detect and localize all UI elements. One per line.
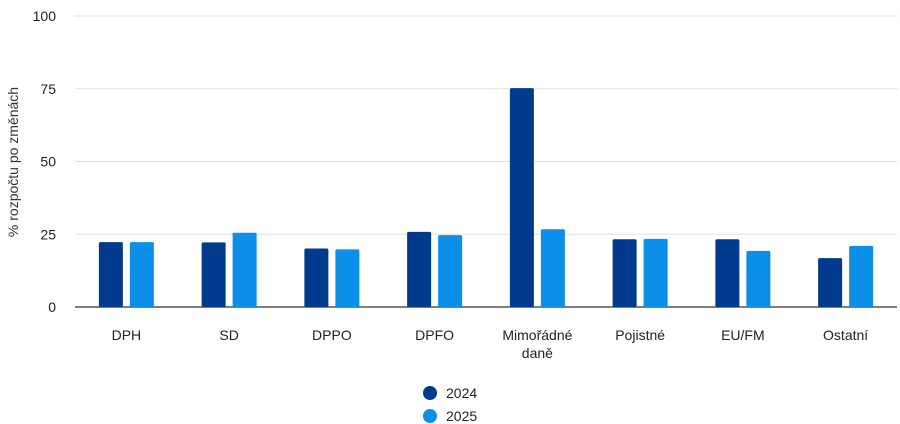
- bar-2025-7: [849, 245, 874, 307]
- bar-2024-1: [201, 242, 226, 307]
- legend-label-2025: 2025: [446, 408, 477, 424]
- y-tick-label: 100: [33, 8, 57, 24]
- bar-2024-2: [304, 248, 329, 307]
- y-tick-label: 0: [48, 299, 56, 315]
- bars: [98, 88, 874, 307]
- gridlines: [75, 15, 897, 308]
- bar-2025-5: [643, 238, 668, 307]
- legend-marker-2025: [423, 409, 437, 423]
- bar-2024-6: [715, 239, 740, 307]
- legend-label-2024: 2024: [446, 385, 477, 401]
- bar-2024-7: [818, 258, 843, 307]
- x-axis-categories: DPH SD DPPO DPFO Mimořádné daně Pojistné EU/FM O…: [112, 327, 869, 361]
- bar-2024-5: [612, 239, 637, 307]
- y-axis-title: % rozpočtu po změnách: [5, 87, 21, 237]
- y-tick-label: 50: [40, 154, 56, 170]
- x-category-label: DPFO: [415, 327, 454, 343]
- bar-2025-3: [438, 235, 463, 307]
- bar-2024-4: [509, 88, 534, 307]
- y-tick-label: 75: [40, 81, 56, 97]
- x-category-label: SD: [219, 327, 238, 343]
- x-category-label: Ostatní: [823, 327, 868, 343]
- y-axis-ticks: 0 25 50 75 100: [33, 8, 57, 315]
- bar-2025-0: [129, 242, 154, 307]
- legend-marker-2024: [423, 386, 437, 400]
- x-category-label: EU/FM: [721, 327, 765, 343]
- bar-2024-0: [98, 242, 123, 307]
- bar-2025-4: [540, 229, 565, 307]
- bar-2025-6: [746, 250, 771, 307]
- bar-2024-3: [407, 231, 432, 307]
- bar-2025-2: [335, 249, 360, 307]
- x-category-label: Mimořádné: [502, 327, 572, 343]
- x-category-label: Pojistné: [615, 327, 665, 343]
- legend: 2024 2025: [423, 385, 477, 424]
- y-tick-label: 25: [40, 226, 56, 242]
- x-category-label: DPH: [112, 327, 142, 343]
- x-category-label: daně: [522, 345, 553, 361]
- bar-2025-1: [232, 232, 257, 307]
- x-category-label: DPPO: [312, 327, 352, 343]
